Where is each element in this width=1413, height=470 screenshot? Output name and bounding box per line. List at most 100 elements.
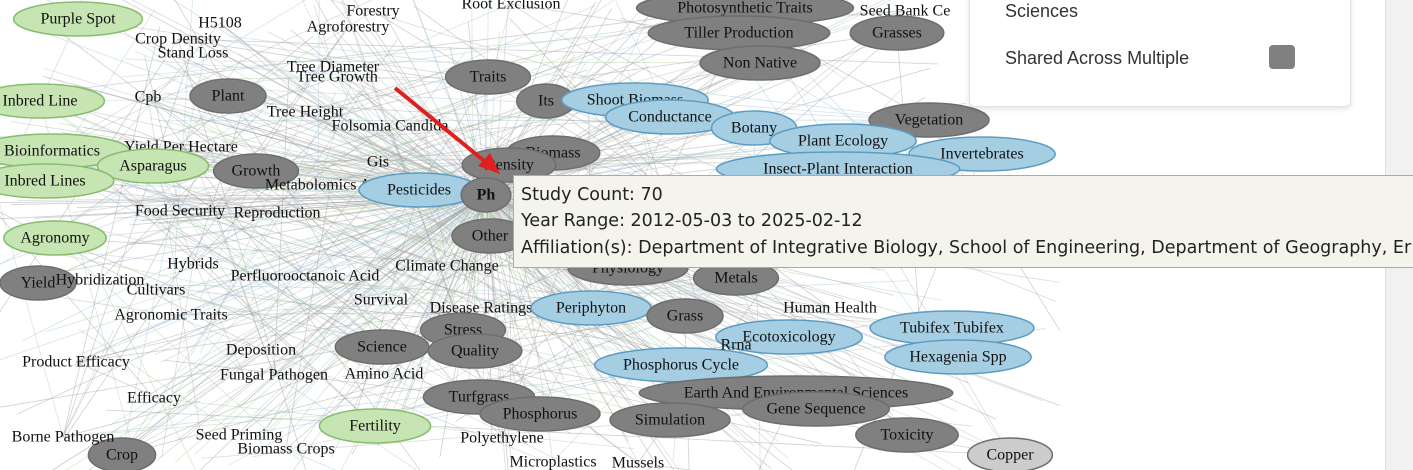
edge xyxy=(78,328,240,436)
node-label: Perfluorooctanoic Acid xyxy=(231,268,380,285)
edge xyxy=(273,78,290,376)
node-label: Yield xyxy=(21,275,56,292)
edge xyxy=(176,194,487,441)
edge xyxy=(304,124,435,277)
edge xyxy=(174,0,383,348)
edge xyxy=(357,74,487,196)
node-label: Photosynthetic Traits xyxy=(677,0,813,17)
node-label: Plant Ecology xyxy=(798,133,888,150)
edge xyxy=(65,349,262,470)
edge xyxy=(157,194,487,461)
edge xyxy=(81,156,376,427)
edge xyxy=(147,77,178,98)
node-label: Turfgrass xyxy=(449,389,510,406)
node-label: Phosphorus xyxy=(503,406,578,423)
edge xyxy=(99,279,196,470)
edge xyxy=(108,194,487,461)
node-label: Borne Pathogen xyxy=(12,429,115,446)
edge xyxy=(152,165,404,347)
tooltip-line: Year Range: 2012-05-03 to 2025-02-12 xyxy=(521,211,863,231)
node xyxy=(0,83,106,119)
node-label: Human Health xyxy=(783,300,877,317)
node-label: Purple Spot xyxy=(40,11,116,28)
node-label: Disease Ratings xyxy=(430,300,533,317)
edge xyxy=(135,51,487,196)
node-label: Deposition xyxy=(226,342,296,359)
node-label: Survival xyxy=(354,292,409,309)
edge xyxy=(412,0,487,196)
edge xyxy=(153,340,253,399)
node-label: H5108 xyxy=(198,15,242,32)
node-label: Seed Priming xyxy=(196,427,283,444)
edge xyxy=(442,194,487,333)
edge xyxy=(276,92,337,214)
edge xyxy=(52,27,639,464)
edge xyxy=(170,280,910,316)
edge xyxy=(197,40,487,196)
node-label: Other xyxy=(472,228,509,245)
edge xyxy=(0,215,155,399)
node xyxy=(609,402,731,438)
node-label: Grasses xyxy=(872,25,922,42)
edge xyxy=(147,41,487,196)
node-label: Phosphorus Cycle xyxy=(623,357,739,374)
edge xyxy=(334,63,420,191)
edge xyxy=(51,194,487,470)
node-label: Vegetation xyxy=(895,112,963,129)
edge xyxy=(637,462,693,470)
edge xyxy=(51,0,307,152)
edge xyxy=(243,194,487,338)
edge xyxy=(154,194,487,356)
node-label: Pesticides xyxy=(387,182,451,199)
node-label: Plant xyxy=(212,88,245,105)
edge xyxy=(155,289,253,382)
edge xyxy=(170,314,570,470)
node xyxy=(849,15,945,51)
edge xyxy=(317,0,320,186)
node-label: Fertility xyxy=(349,418,401,435)
edge xyxy=(37,21,663,284)
node-label: Toxicity xyxy=(880,427,933,444)
edge xyxy=(160,194,487,363)
edge xyxy=(443,425,503,439)
node xyxy=(479,396,601,432)
edge xyxy=(395,194,487,299)
edge xyxy=(193,194,487,456)
edge xyxy=(68,104,592,309)
node-label: Traits xyxy=(470,69,507,86)
node-label: Invertebrates xyxy=(940,146,1024,163)
tooltip-line: Affiliation(s): Department of Integrativ… xyxy=(521,238,1412,258)
node-label: Folsomia Candida xyxy=(332,118,449,135)
node xyxy=(212,153,300,189)
node-label: Ecotoxicology xyxy=(742,329,835,346)
edge xyxy=(389,109,398,127)
edge xyxy=(99,279,609,340)
node-label: Tubifex Tubifex xyxy=(900,320,1004,337)
node-label: Insect-Plant Interaction xyxy=(763,161,913,178)
edge xyxy=(258,194,487,442)
edge xyxy=(0,38,179,313)
node-label: Mussels xyxy=(612,455,664,470)
node-label: Polyethylene xyxy=(460,430,544,447)
edge xyxy=(302,0,334,68)
edge xyxy=(121,350,238,456)
node-label: Efficacy xyxy=(127,390,181,407)
edge xyxy=(176,10,374,135)
edge xyxy=(79,0,448,267)
edge xyxy=(252,194,487,416)
node-label: Inbred Lines xyxy=(4,173,85,190)
edge xyxy=(99,279,300,461)
edge xyxy=(254,194,487,439)
edge xyxy=(133,194,487,446)
edge xyxy=(229,36,930,121)
edge xyxy=(36,29,487,196)
tooltip: Study Count: 70 Year Range: 2012-05-03 t… xyxy=(513,175,1413,268)
node-label: Microplastics xyxy=(509,454,596,470)
node-label: Metabolomics A xyxy=(265,177,372,194)
edge xyxy=(121,38,398,456)
edge xyxy=(106,409,1011,456)
edge xyxy=(317,72,355,186)
edge xyxy=(75,266,789,363)
edge xyxy=(75,107,709,363)
